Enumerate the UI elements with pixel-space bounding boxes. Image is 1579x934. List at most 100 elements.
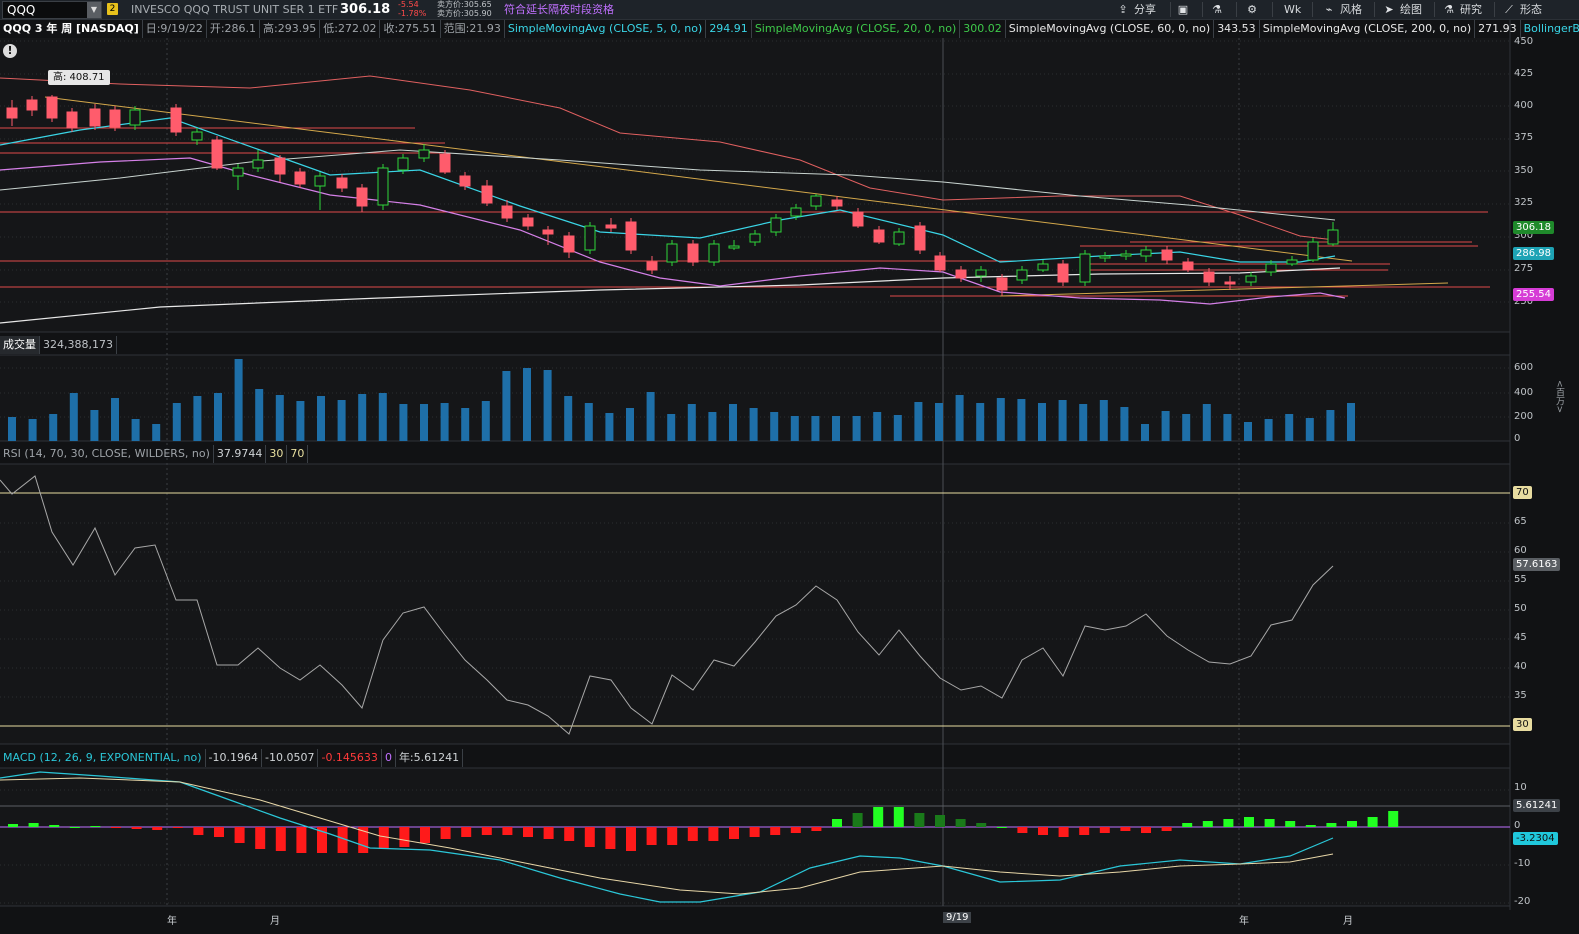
divider [1434, 2, 1435, 17]
rsi-overbought-tag: 70 [1513, 486, 1532, 499]
patterns-button[interactable]: ⟋ 形态 [1502, 0, 1542, 19]
macd-histogram-bar [1223, 819, 1234, 827]
volume-axis-label: 200 [1514, 411, 1534, 422]
sma200-label[interactable]: SimpleMovingAvg (CLOSE, 200, 0, no) [1260, 20, 1476, 38]
price-panel [0, 38, 1510, 332]
volume-bar [749, 408, 758, 441]
candle-body [336, 177, 348, 189]
settings-button[interactable]: ⚙ [1245, 0, 1263, 19]
macd-histogram-bar [935, 815, 945, 827]
book-button[interactable]: ▣ [1176, 0, 1194, 19]
macd-histogram-bar [502, 827, 513, 835]
studies-button[interactable]: ⚗ 研究 [1442, 0, 1482, 19]
candle-body [708, 243, 720, 263]
bollinger-label[interactable]: BollingerBands ... [1521, 20, 1579, 38]
macd-histogram-bar [770, 827, 781, 835]
macd-histogram-bar [626, 827, 636, 851]
volume-bar [1305, 418, 1314, 441]
macd-histogram-bar [8, 824, 18, 827]
macd-histogram-bar [399, 827, 410, 847]
candle-body [605, 224, 617, 229]
volume-bar [667, 414, 676, 441]
macd-histogram-bar [1161, 827, 1172, 831]
macd-histogram-bar [1182, 823, 1193, 827]
flask-button[interactable]: ⚗ [1210, 0, 1228, 19]
link-group-badge[interactable]: 2 [107, 3, 118, 15]
style-button[interactable]: ⌁ 风格 [1322, 0, 1362, 19]
percent-change: -1.78% [398, 9, 427, 18]
macd-histogram-bar [296, 827, 307, 853]
macd-axis-label: 10 [1514, 782, 1527, 793]
x-axis-label: 年 [1239, 916, 1249, 927]
candle-body [501, 205, 513, 219]
divider [1312, 2, 1313, 17]
symbol-dropdown-icon[interactable]: ▼ [87, 2, 101, 18]
macd-histogram-bar [358, 827, 369, 853]
alert-icon[interactable]: ! [3, 44, 17, 58]
interval-button[interactable]: Wk [1284, 3, 1302, 16]
candle-body [211, 139, 223, 169]
macd-histogram-bar [1285, 821, 1296, 827]
share-button[interactable]: ⇪ 分享 [1116, 0, 1156, 19]
volume-bar [420, 404, 428, 441]
volume-bar [729, 404, 737, 441]
candle-body [522, 217, 534, 227]
candle-body [1037, 263, 1049, 271]
volume-bar [790, 416, 799, 441]
candle-body [1265, 263, 1277, 273]
price-axis-label: 375 [1514, 132, 1534, 143]
macd-histogram-bar [111, 827, 121, 828]
sma60-value: 343.53 [1214, 20, 1260, 38]
candle-body [109, 109, 121, 128]
rsi-axis-label: 60 [1514, 545, 1527, 556]
volume-bar [358, 394, 367, 441]
candle-body [584, 225, 596, 251]
candle-body [1099, 255, 1111, 259]
x-axis-label: 年 [167, 916, 177, 927]
candle-body [314, 175, 326, 187]
price-study-header: QQQ 3 年 周 [NASDAQ] 日:9/19/22 开:286.1 高:293.… [0, 20, 1579, 38]
volume-bar [69, 393, 78, 441]
candle-body [252, 159, 264, 169]
macd-histogram-bar [955, 819, 966, 827]
macd-label[interactable]: MACD (12, 26, 9, EXPONENTIAL, no) [0, 749, 206, 767]
patterns-label: 形态 [1520, 3, 1542, 16]
macd-histogram-bar [749, 827, 760, 837]
macd-histogram-bar [152, 827, 163, 830]
macd-signal-tag: -3.2304 [1513, 832, 1558, 845]
volume-bar [1079, 404, 1088, 441]
volume-bar [955, 395, 964, 441]
price-axis-label: 250 [1514, 296, 1534, 307]
sma20-label[interactable]: SimpleMovingAvg (CLOSE, 20, 0, no) [752, 20, 961, 38]
volume-bar [832, 416, 840, 441]
bar-date: 日:9/19/22 [143, 20, 207, 38]
macd-histogram-bar [1202, 821, 1213, 827]
divider [1494, 2, 1495, 17]
rsi-label[interactable]: RSI (14, 70, 30, CLOSE, WILDERS, no) [0, 445, 214, 463]
macd-histogram-bar [28, 823, 39, 827]
macd-histogram-bar [523, 827, 533, 837]
candle-body [728, 245, 740, 249]
candle-body [459, 175, 471, 187]
volume-bar [584, 403, 593, 441]
sma5-label[interactable]: SimpleMovingAvg (CLOSE, 5, 0, no) [505, 20, 707, 38]
drawings-button[interactable]: ➤ 绘图 [1382, 0, 1422, 19]
macd-histogram-bar [378, 827, 389, 849]
volume-label[interactable]: 成交量 [0, 336, 40, 354]
macd-axis-label: -20 [1514, 896, 1531, 907]
candle-body [89, 108, 101, 127]
candle-body [481, 185, 493, 204]
candle-body [1224, 281, 1236, 285]
volume-bar [1017, 399, 1026, 441]
macd-histogram-bar [90, 826, 101, 827]
volume-bar [317, 396, 325, 441]
sma60-label[interactable]: SimpleMovingAvg (CLOSE, 60, 0, no) [1006, 20, 1215, 38]
studies-label: 研究 [1460, 3, 1482, 16]
macd-histogram-bar [172, 827, 183, 828]
macd-histogram-bar [646, 827, 657, 845]
volume-bar [255, 389, 264, 441]
symbol-input[interactable]: QQQ ▼ [2, 1, 102, 19]
volume-bar [976, 403, 985, 441]
candle-body [66, 111, 78, 129]
